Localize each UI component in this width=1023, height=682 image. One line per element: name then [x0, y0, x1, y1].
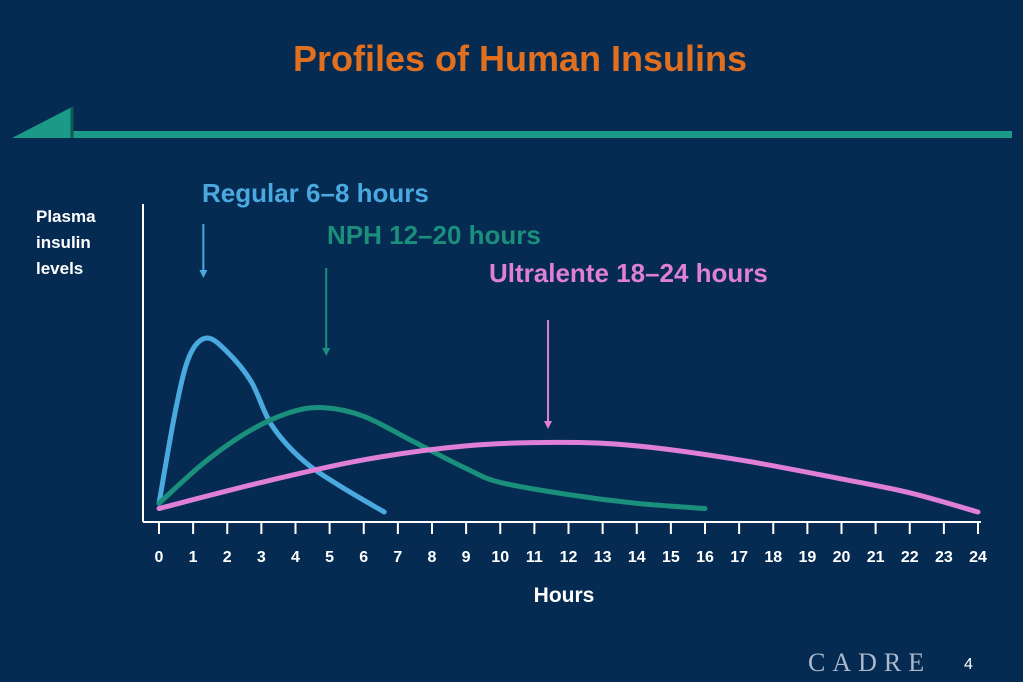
x-tick-label: 23 — [935, 549, 953, 566]
x-tick-label: 17 — [730, 549, 748, 566]
x-tick-label: 21 — [867, 549, 885, 566]
x-tick-label: 19 — [798, 549, 816, 566]
x-tick-label: 5 — [325, 549, 334, 566]
series-line-1 — [156, 404, 708, 512]
x-tick-label: 22 — [901, 549, 919, 566]
arrow-head-icon — [322, 348, 331, 356]
arrow-head-icon — [199, 270, 208, 278]
x-tick-label: 6 — [359, 549, 368, 566]
x-tick-label: 12 — [560, 549, 578, 566]
x-tick-label: 16 — [696, 549, 714, 566]
series-arrows — [199, 224, 553, 429]
x-tick-label: 3 — [257, 549, 266, 566]
x-tick-label: 7 — [393, 549, 402, 566]
x-tick-label: 18 — [764, 549, 782, 566]
x-tick-label: 0 — [155, 549, 164, 566]
page-number: 4 — [964, 656, 973, 673]
chart-series — [156, 335, 981, 515]
accent-bar — [70, 131, 1012, 138]
x-axis-label: Hours — [533, 584, 595, 607]
series-line-2 — [156, 439, 981, 515]
x-axis-ticks: 0 1 2 3 4 5 6 7 8 9 10 11 12 13 14 15 16 17 18 19 20 21 22 23 24 — [155, 522, 987, 566]
x-tick-label: 13 — [594, 549, 612, 566]
x-tick-label: 4 — [291, 549, 300, 566]
x-tick-label: 15 — [662, 549, 680, 566]
x-tick-label: 9 — [462, 549, 471, 566]
x-tick-label: 24 — [969, 549, 987, 566]
x-tick-label: 8 — [428, 549, 437, 566]
series-label-ultralente: Ultralente 18–24 hours — [489, 258, 768, 288]
arrow-triangle-icon — [12, 107, 72, 138]
x-tick-label: 2 — [223, 549, 232, 566]
chart-axes — [142, 204, 981, 523]
cadre-logo: CADRE — [808, 648, 932, 677]
y-axis-label: Plasma insulin levels — [36, 207, 96, 278]
x-tick-label: 10 — [491, 549, 509, 566]
series-line-0 — [156, 335, 387, 515]
series-label-regular: Regular 6–8 hours — [202, 178, 429, 208]
arrow-head-icon — [544, 421, 553, 429]
series-label-nph: NPH 12–20 hours — [327, 220, 541, 250]
slide-title: Profiles of Human Insulins — [292, 38, 748, 79]
x-tick-label: 1 — [189, 549, 198, 566]
x-tick-label: 11 — [526, 549, 543, 566]
x-tick-label: 14 — [628, 549, 646, 566]
x-tick-label: 20 — [833, 549, 851, 566]
